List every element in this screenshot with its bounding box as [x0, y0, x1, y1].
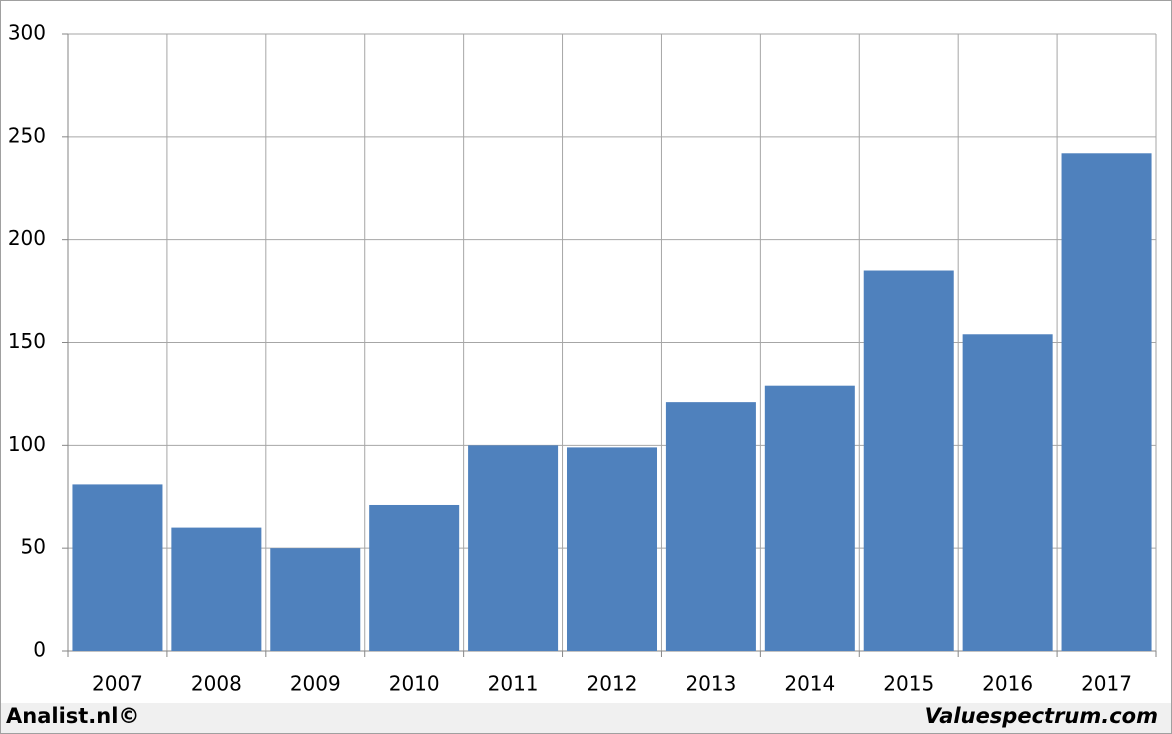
footer-left: Analist.nl©	[6, 704, 139, 728]
y-tick-label: 200	[8, 226, 46, 250]
x-tick-label: 2013	[685, 672, 736, 696]
bar	[72, 484, 163, 651]
y-tick-label: 300	[8, 21, 46, 45]
x-tick-label: 2017	[1081, 672, 1132, 696]
bar	[270, 548, 361, 651]
x-tick-label: 2016	[982, 672, 1033, 696]
x-tick-label: 2015	[883, 672, 934, 696]
bar	[665, 402, 756, 651]
bar	[962, 334, 1053, 651]
bar	[566, 447, 658, 651]
y-tick-label: 50	[21, 535, 46, 559]
x-tick-label: 2007	[92, 672, 143, 696]
x-tick-label: 2008	[191, 672, 242, 696]
x-tick-label: 2012	[587, 672, 638, 696]
y-tick-label: 150	[8, 329, 46, 353]
bar	[171, 527, 262, 651]
bar	[764, 385, 855, 651]
bar	[369, 504, 460, 651]
x-tick-label: 2009	[290, 672, 341, 696]
bar	[468, 445, 559, 651]
x-tick-label: 2014	[784, 672, 835, 696]
x-tick-label: 2011	[488, 672, 539, 696]
bar	[1061, 153, 1152, 651]
footer-band	[1, 703, 1171, 733]
y-tick-label: 100	[8, 432, 46, 456]
footer-right: Valuespectrum.com	[925, 704, 1158, 728]
x-tick-label: 2010	[389, 672, 440, 696]
y-tick-label: 0	[33, 638, 46, 662]
bar	[863, 270, 954, 651]
y-tick-label: 250	[8, 123, 46, 147]
